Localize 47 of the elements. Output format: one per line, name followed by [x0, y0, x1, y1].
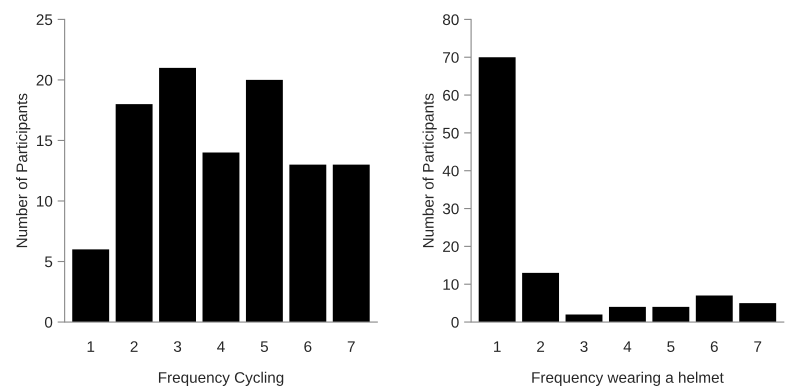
y-tick-label: 30 — [442, 203, 459, 214]
y-axis-title: Number of Participants — [16, 94, 30, 248]
bar — [116, 104, 153, 322]
x-tick-label: 7 — [754, 341, 762, 352]
x-tick-label: 4 — [624, 341, 632, 352]
y-tick-label: 15 — [37, 135, 52, 146]
y-tick-label: 50 — [442, 128, 459, 139]
bar — [289, 164, 326, 322]
bar — [202, 152, 240, 322]
bar — [246, 80, 283, 322]
bar — [566, 314, 602, 322]
y-axis-title: Number of Participants — [422, 94, 437, 248]
bar — [332, 164, 370, 322]
y-tick-label: 20 — [36, 74, 52, 86]
x-tick-label: 3 — [174, 341, 182, 352]
bar — [478, 57, 516, 322]
bar — [72, 249, 110, 322]
x-axis-title: Frequency wearing a helmet — [532, 372, 724, 386]
y-tick-label: 25 — [36, 14, 52, 26]
bar — [608, 306, 646, 322]
x-tick-label: 6 — [304, 341, 312, 352]
x-tick-label: 2 — [130, 341, 138, 352]
x-axis-title: Frequency Cycling — [158, 372, 284, 386]
bar — [696, 296, 733, 322]
y-tick-label: 5 — [44, 256, 52, 268]
y-tick-label: 10 — [443, 279, 459, 290]
y-tick-label: 40 — [442, 166, 459, 176]
bar — [522, 272, 560, 322]
x-tick-label: 2 — [537, 341, 544, 352]
y-tick-label: 20 — [443, 241, 459, 252]
y-tick-label: 0 — [44, 316, 52, 328]
y-tick-label: 70 — [443, 52, 459, 63]
y-tick-label: 60 — [443, 90, 459, 101]
y-tick-label: 10 — [37, 196, 52, 207]
y-tick-label: 80 — [442, 14, 459, 26]
y-tick-label: 0 — [451, 316, 459, 328]
x-tick-label: 5 — [667, 341, 674, 352]
x-tick-label: 5 — [260, 341, 268, 352]
bar — [652, 306, 690, 322]
x-tick-label: 4 — [217, 341, 225, 352]
x-tick-label: 1 — [494, 341, 501, 352]
x-tick-label: 1 — [88, 341, 94, 352]
x-tick-label: 7 — [348, 341, 355, 352]
x-tick-label: 3 — [580, 341, 588, 352]
bar — [159, 68, 196, 322]
x-tick-label: 6 — [710, 341, 718, 352]
bar — [739, 303, 776, 322]
